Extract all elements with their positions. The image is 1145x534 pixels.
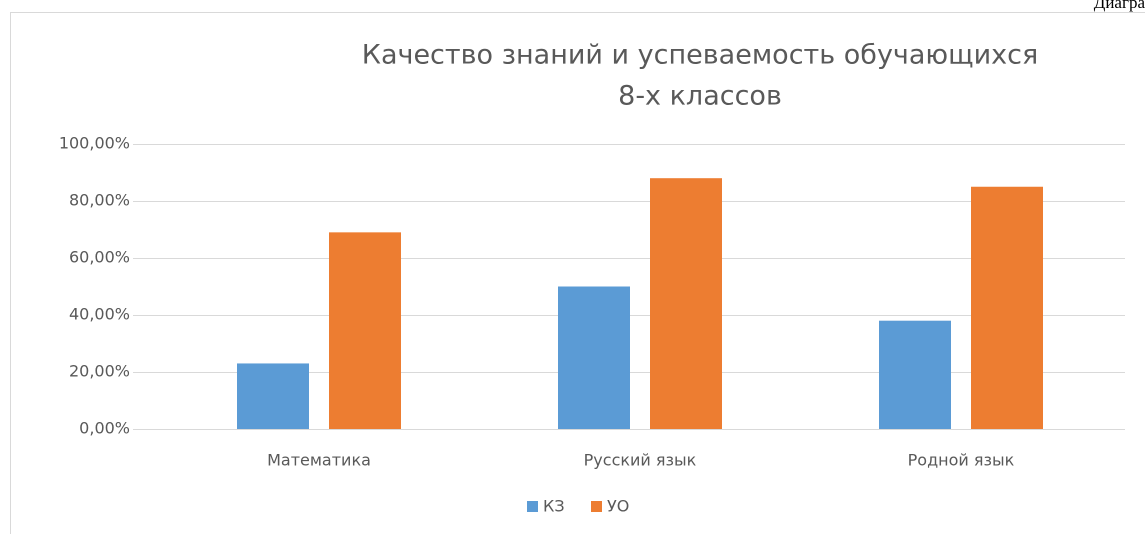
legend-swatch [527, 501, 538, 512]
legend-label: УО [607, 497, 629, 516]
y-tick-label: 60,00% [69, 248, 130, 267]
y-tick-label: 40,00% [69, 305, 130, 324]
bar [650, 178, 722, 429]
x-tick-label: Родной язык [908, 451, 1015, 470]
legend-label: КЗ [543, 497, 565, 516]
caption: Диагра [1094, 0, 1145, 12]
bar [971, 186, 1043, 429]
x-tick-label: Русский язык [584, 451, 697, 470]
chart-title: Качество знаний и успеваемость обучающих… [362, 40, 1038, 71]
y-tick-label: 100,00% [59, 134, 130, 153]
y-tick-label: 80,00% [69, 191, 130, 210]
y-tick-label: 20,00% [69, 362, 130, 381]
bar [329, 232, 401, 429]
y-tick-label: 0,00% [79, 419, 130, 438]
bar [237, 363, 309, 429]
x-tick-label: Математика [267, 451, 371, 470]
bar [879, 320, 951, 429]
legend-swatch [591, 501, 602, 512]
bar [558, 286, 630, 429]
chart-title: 8-х классов [618, 81, 782, 112]
